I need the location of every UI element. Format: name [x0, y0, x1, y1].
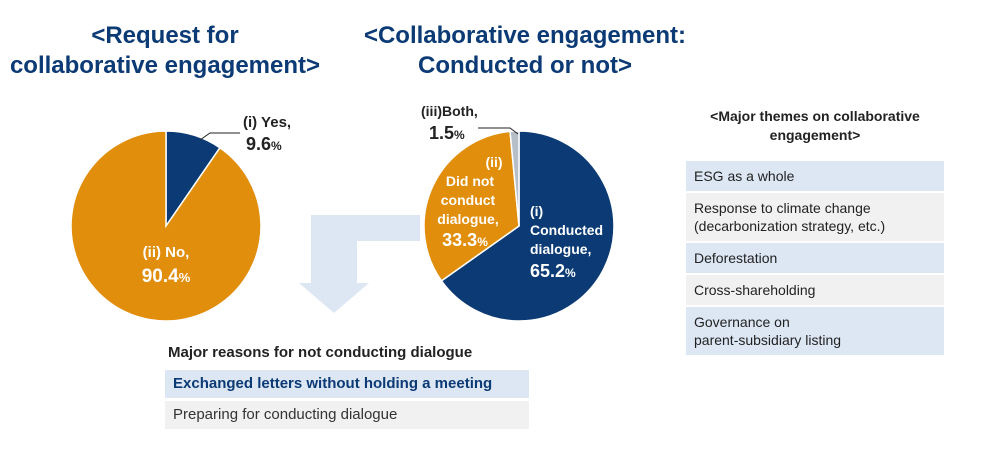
chart-title-conducted: <Collaborative engagement: Conducted or …	[345, 21, 705, 81]
theme-item-governance: Governance on parent-subsidiary listing	[686, 307, 944, 355]
label-did-not-line1: (ii)	[485, 154, 502, 170]
theme-item-cross-shareholding: Cross-shareholding	[686, 275, 944, 305]
label-conducted: (i) Conducted dialogue, 65.2%	[530, 203, 603, 281]
chart-title-conducted-line2: Conducted or not>	[418, 52, 632, 79]
reasons-title: Major reasons for not conducting dialogu…	[168, 344, 473, 361]
label-both: (iii)Both, 1.5%	[421, 103, 478, 143]
label-conducted-line1: (i)	[530, 203, 543, 219]
chart-title-conducted-line1: <Collaborative engagement:	[363, 22, 687, 49]
pie-slice-ii-did-not-conduct-dialogue	[423, 130, 520, 282]
pie-chart-conducted	[423, 130, 615, 322]
chart-title-request: <Request for collaborative engagement>	[0, 21, 330, 81]
label-conducted-line2: Conducted	[530, 222, 603, 238]
reasons-list: Exchanged letters without holding a meet…	[165, 370, 529, 432]
chart-title-request-line1: <Request for	[91, 22, 239, 49]
label-did-not-line4: dialogue,	[437, 211, 498, 227]
label-did-not-line2: Did not	[446, 173, 495, 189]
flow-arrow	[299, 215, 420, 313]
pie-slice-i-conducted-dialogue	[440, 130, 615, 322]
label-no-name: (ii) No,	[143, 244, 190, 261]
leader-line-yes	[199, 132, 240, 141]
label-yes-value: 9.6%	[246, 134, 282, 154]
label-no: (ii) No, 90.4%	[142, 244, 191, 287]
label-no-value: 90.4%	[142, 266, 191, 287]
label-did-not-line3: conduct	[441, 192, 496, 208]
themes-title-line1: <Major themes on collaborative	[710, 108, 920, 124]
label-conducted-value: 65.2%	[530, 261, 576, 281]
themes-title: <Major themes on collaborative engagemen…	[680, 107, 950, 145]
reason-item-preparing: Preparing for conducting dialogue	[165, 401, 529, 429]
label-did-not-conduct: (ii) Did not conduct dialogue, 33.3%	[437, 154, 502, 250]
themes-title-line2: engagement>	[769, 127, 861, 143]
theme-item-deforestation: Deforestation	[686, 243, 944, 273]
label-yes: (i) Yes, 9.6%	[243, 114, 291, 154]
theme-item-climate: Response to climate change (decarbonizat…	[686, 193, 944, 241]
label-conducted-line3: dialogue,	[530, 241, 591, 257]
pie-slice-ii-no	[70, 130, 262, 322]
themes-list: ESG as a whole Response to climate chang…	[686, 161, 944, 357]
label-did-not-value: 33.3%	[442, 230, 488, 250]
label-both-value: 1.5%	[429, 123, 465, 143]
reason-item-letters: Exchanged letters without holding a meet…	[165, 370, 529, 398]
chart-title-request-line2: collaborative engagement>	[9, 52, 321, 79]
theme-item-esg: ESG as a whole	[686, 161, 944, 191]
leader-line-both	[478, 127, 519, 135]
label-both-name: (iii)Both,	[421, 103, 478, 119]
pie-chart-request	[70, 130, 262, 322]
label-yes-name: (i) Yes,	[243, 114, 291, 131]
